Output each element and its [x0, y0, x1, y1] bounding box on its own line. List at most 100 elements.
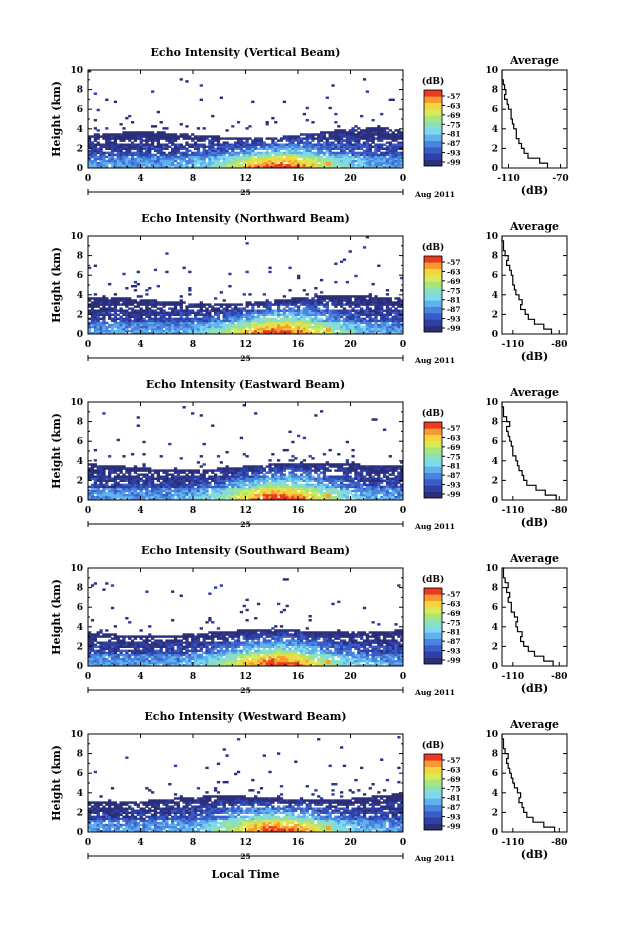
echo-cell [239, 143, 244, 146]
echo-cell [299, 327, 304, 331]
echo-cell [374, 165, 378, 169]
echo-cell [211, 161, 215, 165]
echo-cell [185, 475, 189, 478]
echo-cell [302, 487, 307, 491]
echo-cell [102, 491, 106, 495]
echo-cell [171, 495, 175, 499]
echo-cell [130, 301, 135, 304]
echo-cell [382, 129, 387, 132]
echo-cell [193, 303, 198, 306]
echo-cell [102, 323, 106, 327]
echo-cell [156, 491, 160, 495]
echo-cell [371, 139, 375, 142]
echo-cell [271, 151, 275, 155]
echo-cell [139, 485, 143, 489]
echo-cell [245, 155, 249, 159]
echo-cell [288, 323, 292, 327]
echo-cell [277, 143, 281, 146]
avg-y-tick-label: 8 [492, 252, 498, 262]
echo-cell [156, 161, 160, 165]
echo-cell [262, 485, 266, 489]
echo-cell [397, 319, 401, 323]
echo-cell [173, 317, 178, 321]
echo-cell [311, 313, 315, 317]
echo-cell [317, 491, 321, 495]
echo-cell [93, 157, 97, 161]
echo-cell [331, 319, 335, 323]
echo-cell [153, 315, 158, 319]
echo-cell [337, 155, 341, 159]
echo-cell [159, 155, 163, 159]
echo-cell [122, 297, 126, 300]
echo-cell [176, 473, 181, 476]
echo-cell [256, 491, 261, 495]
echo-cell [136, 497, 140, 501]
echo-cell [139, 145, 143, 148]
echo-cell [130, 329, 135, 333]
echo-cell [148, 495, 152, 499]
echo-cell [325, 137, 329, 140]
echo-cell [371, 137, 375, 140]
echo-cell [182, 475, 186, 478]
echo-cell [145, 141, 149, 144]
echo-cell [102, 471, 106, 474]
echo-cell [139, 491, 143, 495]
echo-cell [136, 481, 140, 485]
avg-y-tick-label: 0 [492, 330, 498, 340]
echo-cell [185, 307, 189, 310]
echo-cell [216, 479, 221, 483]
echo-cell [151, 153, 155, 157]
echo-cell [168, 153, 172, 157]
echo-cell [291, 495, 295, 499]
echo-cell [268, 301, 272, 304]
echo-cell [348, 311, 352, 314]
echo-cell [357, 313, 361, 317]
echo-cell [182, 471, 186, 474]
echo-cell [173, 133, 178, 136]
echo-cell [271, 325, 275, 329]
echo-cell [122, 317, 126, 321]
echo-cell [322, 323, 327, 327]
echo-cell [99, 155, 103, 159]
echo-cell [211, 315, 215, 319]
echo-cell [259, 139, 264, 142]
echo-cell [202, 303, 206, 306]
echo-cell [254, 157, 258, 161]
echo-cell [319, 147, 324, 151]
echo-cell [285, 305, 289, 308]
echo-cell [397, 317, 401, 321]
echo-cell [365, 325, 370, 329]
echo-cell [319, 135, 324, 138]
echo-cell [171, 481, 175, 485]
echo-cell [216, 495, 221, 499]
echo-cell [368, 133, 372, 136]
echo-cell [236, 153, 241, 157]
colorbar-swatch [424, 281, 442, 288]
echo-cell [208, 139, 212, 142]
echo-cell [299, 463, 304, 466]
echo-cell [362, 159, 367, 163]
echo-cell [105, 165, 109, 169]
echo-cell [305, 147, 309, 151]
echo-cell [236, 471, 241, 474]
echo-cell [205, 497, 209, 501]
echo-cell [245, 143, 249, 146]
echo-cell [277, 471, 281, 474]
echo-cell [125, 321, 129, 325]
echo-cell [360, 309, 364, 312]
echo-cell [351, 309, 355, 312]
echo-cell [173, 489, 178, 493]
echo-cell [99, 153, 103, 157]
echo-cell [368, 331, 372, 335]
echo-cell [176, 325, 181, 329]
echo-cell [294, 135, 298, 138]
x-tick-label: 8 [190, 174, 196, 184]
echo-cell [116, 487, 120, 491]
echo-cell [288, 459, 292, 462]
echo-cell [311, 309, 315, 312]
echo-cell [185, 479, 189, 483]
echo-cell [342, 258, 347, 261]
echo-cell [385, 317, 390, 321]
echo-cell [156, 110, 160, 114]
echo-cell [214, 159, 218, 163]
